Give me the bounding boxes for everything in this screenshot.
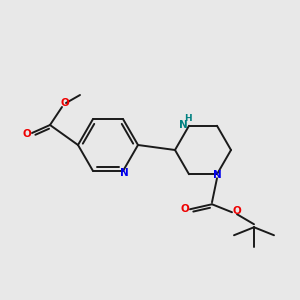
Text: N: N [213,170,221,180]
Text: N: N [178,120,188,130]
Text: O: O [181,204,189,214]
Text: O: O [232,206,242,216]
Text: H: H [184,114,192,123]
Text: O: O [22,129,32,139]
Text: N: N [120,168,128,178]
Text: O: O [61,98,69,108]
